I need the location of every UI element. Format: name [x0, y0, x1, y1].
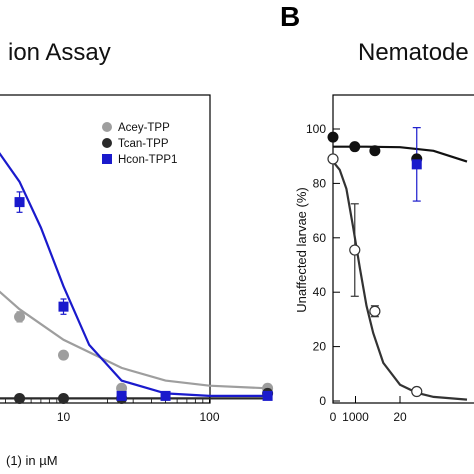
x-tick-label: 0	[330, 410, 337, 424]
y-tick-label: 0	[319, 394, 326, 408]
panel-b-data-points	[327, 131, 423, 398]
nematode-series-0-point	[327, 131, 339, 143]
tcan-tpp-fit-curve	[0, 397, 268, 400]
panel-b-fit-curves	[332, 145, 468, 401]
panel-a-x-axis-label: (1) in µM	[6, 453, 58, 468]
acey-tpp-point	[58, 349, 69, 361]
nematode-series-2-point	[327, 153, 339, 165]
hcon-tpp1-point	[262, 390, 273, 401]
acey-tpp-point	[14, 311, 26, 323]
legend-marker-tcan	[102, 138, 112, 148]
x-tick-label: 100	[199, 410, 219, 424]
panel-a-legend: Acey-TPP Tcan-TPP Hcon-TPP1	[102, 122, 177, 166]
panel-a: ion Assay 10 100 1000 (1) in µM Acey-TPP T…	[0, 39, 369, 468]
nematode-series-2-point	[411, 385, 423, 398]
panel-a-title: ion Assay	[8, 39, 111, 66]
hcon-tpp1-point	[160, 390, 171, 401]
panel-b-y-ticks: 0 20 40 60 80 100	[306, 122, 340, 408]
nematode-series-2-point	[349, 244, 361, 256]
panel-b-error-bars	[350, 127, 421, 318]
panel-a-fit-curves	[0, 152, 268, 400]
nematode-series-2-point	[369, 305, 381, 317]
y-tick-label: 40	[313, 285, 327, 299]
hcon-tpp1-point	[14, 197, 25, 208]
legend-marker-acey	[102, 122, 112, 132]
nematode-series-0-point	[369, 145, 381, 157]
panel-b-plot-frame	[332, 94, 474, 404]
y-tick-label: 20	[313, 340, 327, 354]
nematode-series-0-point	[349, 141, 361, 153]
panel-a-error-bars	[16, 191, 67, 323]
acey-tpp-fit-curve	[0, 290, 268, 390]
panel-a-data-points	[14, 197, 274, 404]
nematode-series-2-fit-curve	[332, 160, 468, 401]
hcon-tpp1-point	[58, 301, 69, 312]
legend-label-acey: Acey-TPP	[118, 122, 170, 134]
panel-b-y-axis-label: Unaffected larvae (%)	[294, 187, 309, 313]
x-tick-label: 1000	[342, 410, 369, 424]
panel-a-plot-frame	[0, 94, 211, 404]
x-tick-label: 20	[393, 410, 407, 424]
panel-b-title: Nematode	[358, 39, 469, 66]
legend-label-tcan: Tcan-TPP	[118, 138, 169, 150]
hcon-tpp1-point	[116, 390, 127, 401]
nematode-series-1-point	[411, 159, 422, 170]
y-tick-label: 100	[306, 122, 326, 136]
panel-a-x-ticks: 10 100 1000	[5, 396, 369, 424]
tcan-tpp-point	[14, 392, 26, 404]
x-tick-label: 10	[57, 410, 71, 424]
tcan-tpp-point	[58, 392, 69, 404]
hcon-tpp1-fit-curve	[0, 152, 268, 397]
legend-marker-hcon	[102, 154, 112, 164]
legend-label-hcon: Hcon-TPP1	[118, 154, 177, 166]
panel-b: B Nematode 0 20 40 60 80 100 0 20 Unaffected l…	[280, 1, 474, 424]
y-tick-label: 60	[313, 231, 327, 245]
panel-b-letter: B	[280, 1, 300, 32]
panel-b-x-ticks: 0 20	[330, 396, 407, 424]
y-tick-label: 80	[313, 176, 327, 190]
